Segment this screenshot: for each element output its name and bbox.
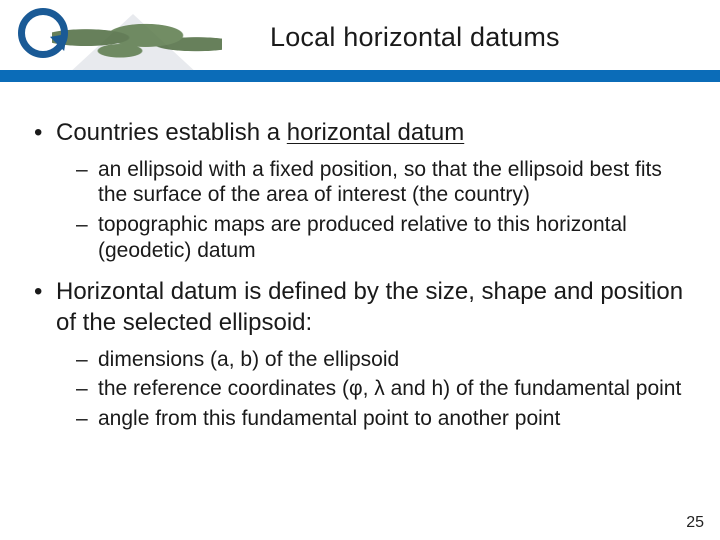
bullet-level2: angle from this fundamental point to ano…	[34, 406, 690, 432]
bullet-level2: topographic maps are produced relative t…	[34, 212, 690, 263]
bullet-level1: Horizontal datum is defined by the size,…	[34, 277, 690, 338]
world-map-icon	[52, 20, 222, 64]
logo-area	[18, 6, 218, 68]
header-divider-bar	[0, 70, 720, 82]
bullet-text-underlined: horizontal datum	[287, 119, 464, 146]
bullet-level2: dimensions (a, b) of the ellipsoid	[34, 347, 690, 373]
bullet-text-pre: Countries establish a	[56, 119, 287, 146]
page-number: 25	[686, 514, 704, 532]
bullet-level2: the reference coordinates (φ, λ and h) o…	[34, 376, 690, 402]
bullet-level1: Countries establish a horizontal datum	[34, 118, 690, 149]
slide-title: Local horizontal datums	[270, 22, 560, 53]
bullet-level2: an ellipsoid with a fixed position, so t…	[34, 157, 690, 208]
slide-header: Local horizontal datums	[0, 0, 720, 88]
slide-body: Countries establish a horizontal datum a…	[34, 118, 690, 435]
